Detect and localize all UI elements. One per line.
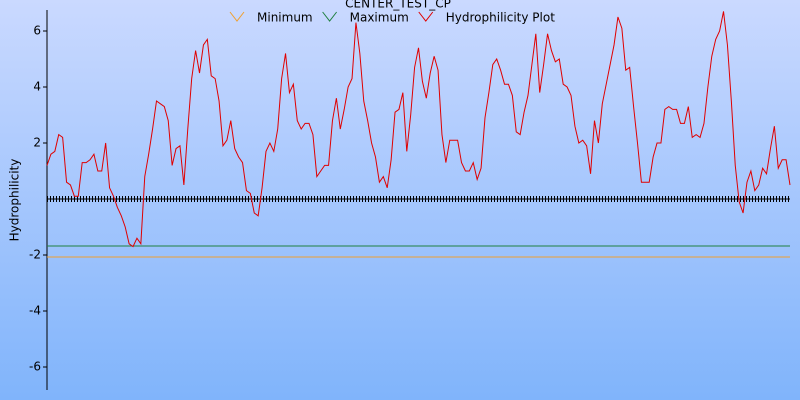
- legend-label: Hydrophilicity Plot: [446, 11, 555, 25]
- legend-label: Minimum: [257, 11, 313, 25]
- chart-title: CENTER_TEST_CP: [345, 0, 451, 11]
- y-tick-label: -6: [29, 360, 41, 374]
- y-tick-label: 2: [33, 136, 41, 150]
- y-axis-label: Hydrophilicity: [8, 159, 22, 242]
- legend-label: Maximum: [350, 11, 409, 25]
- y-tick-label: -4: [29, 304, 41, 318]
- data-line: [46, 11, 791, 248]
- legend-icon: [418, 11, 434, 22]
- y-tick-label: -2: [29, 248, 41, 262]
- y-tick-label: 4: [33, 80, 41, 94]
- legend-icon: [229, 11, 245, 22]
- legend-icon: [322, 11, 338, 22]
- y-tick-label: 6: [33, 24, 41, 38]
